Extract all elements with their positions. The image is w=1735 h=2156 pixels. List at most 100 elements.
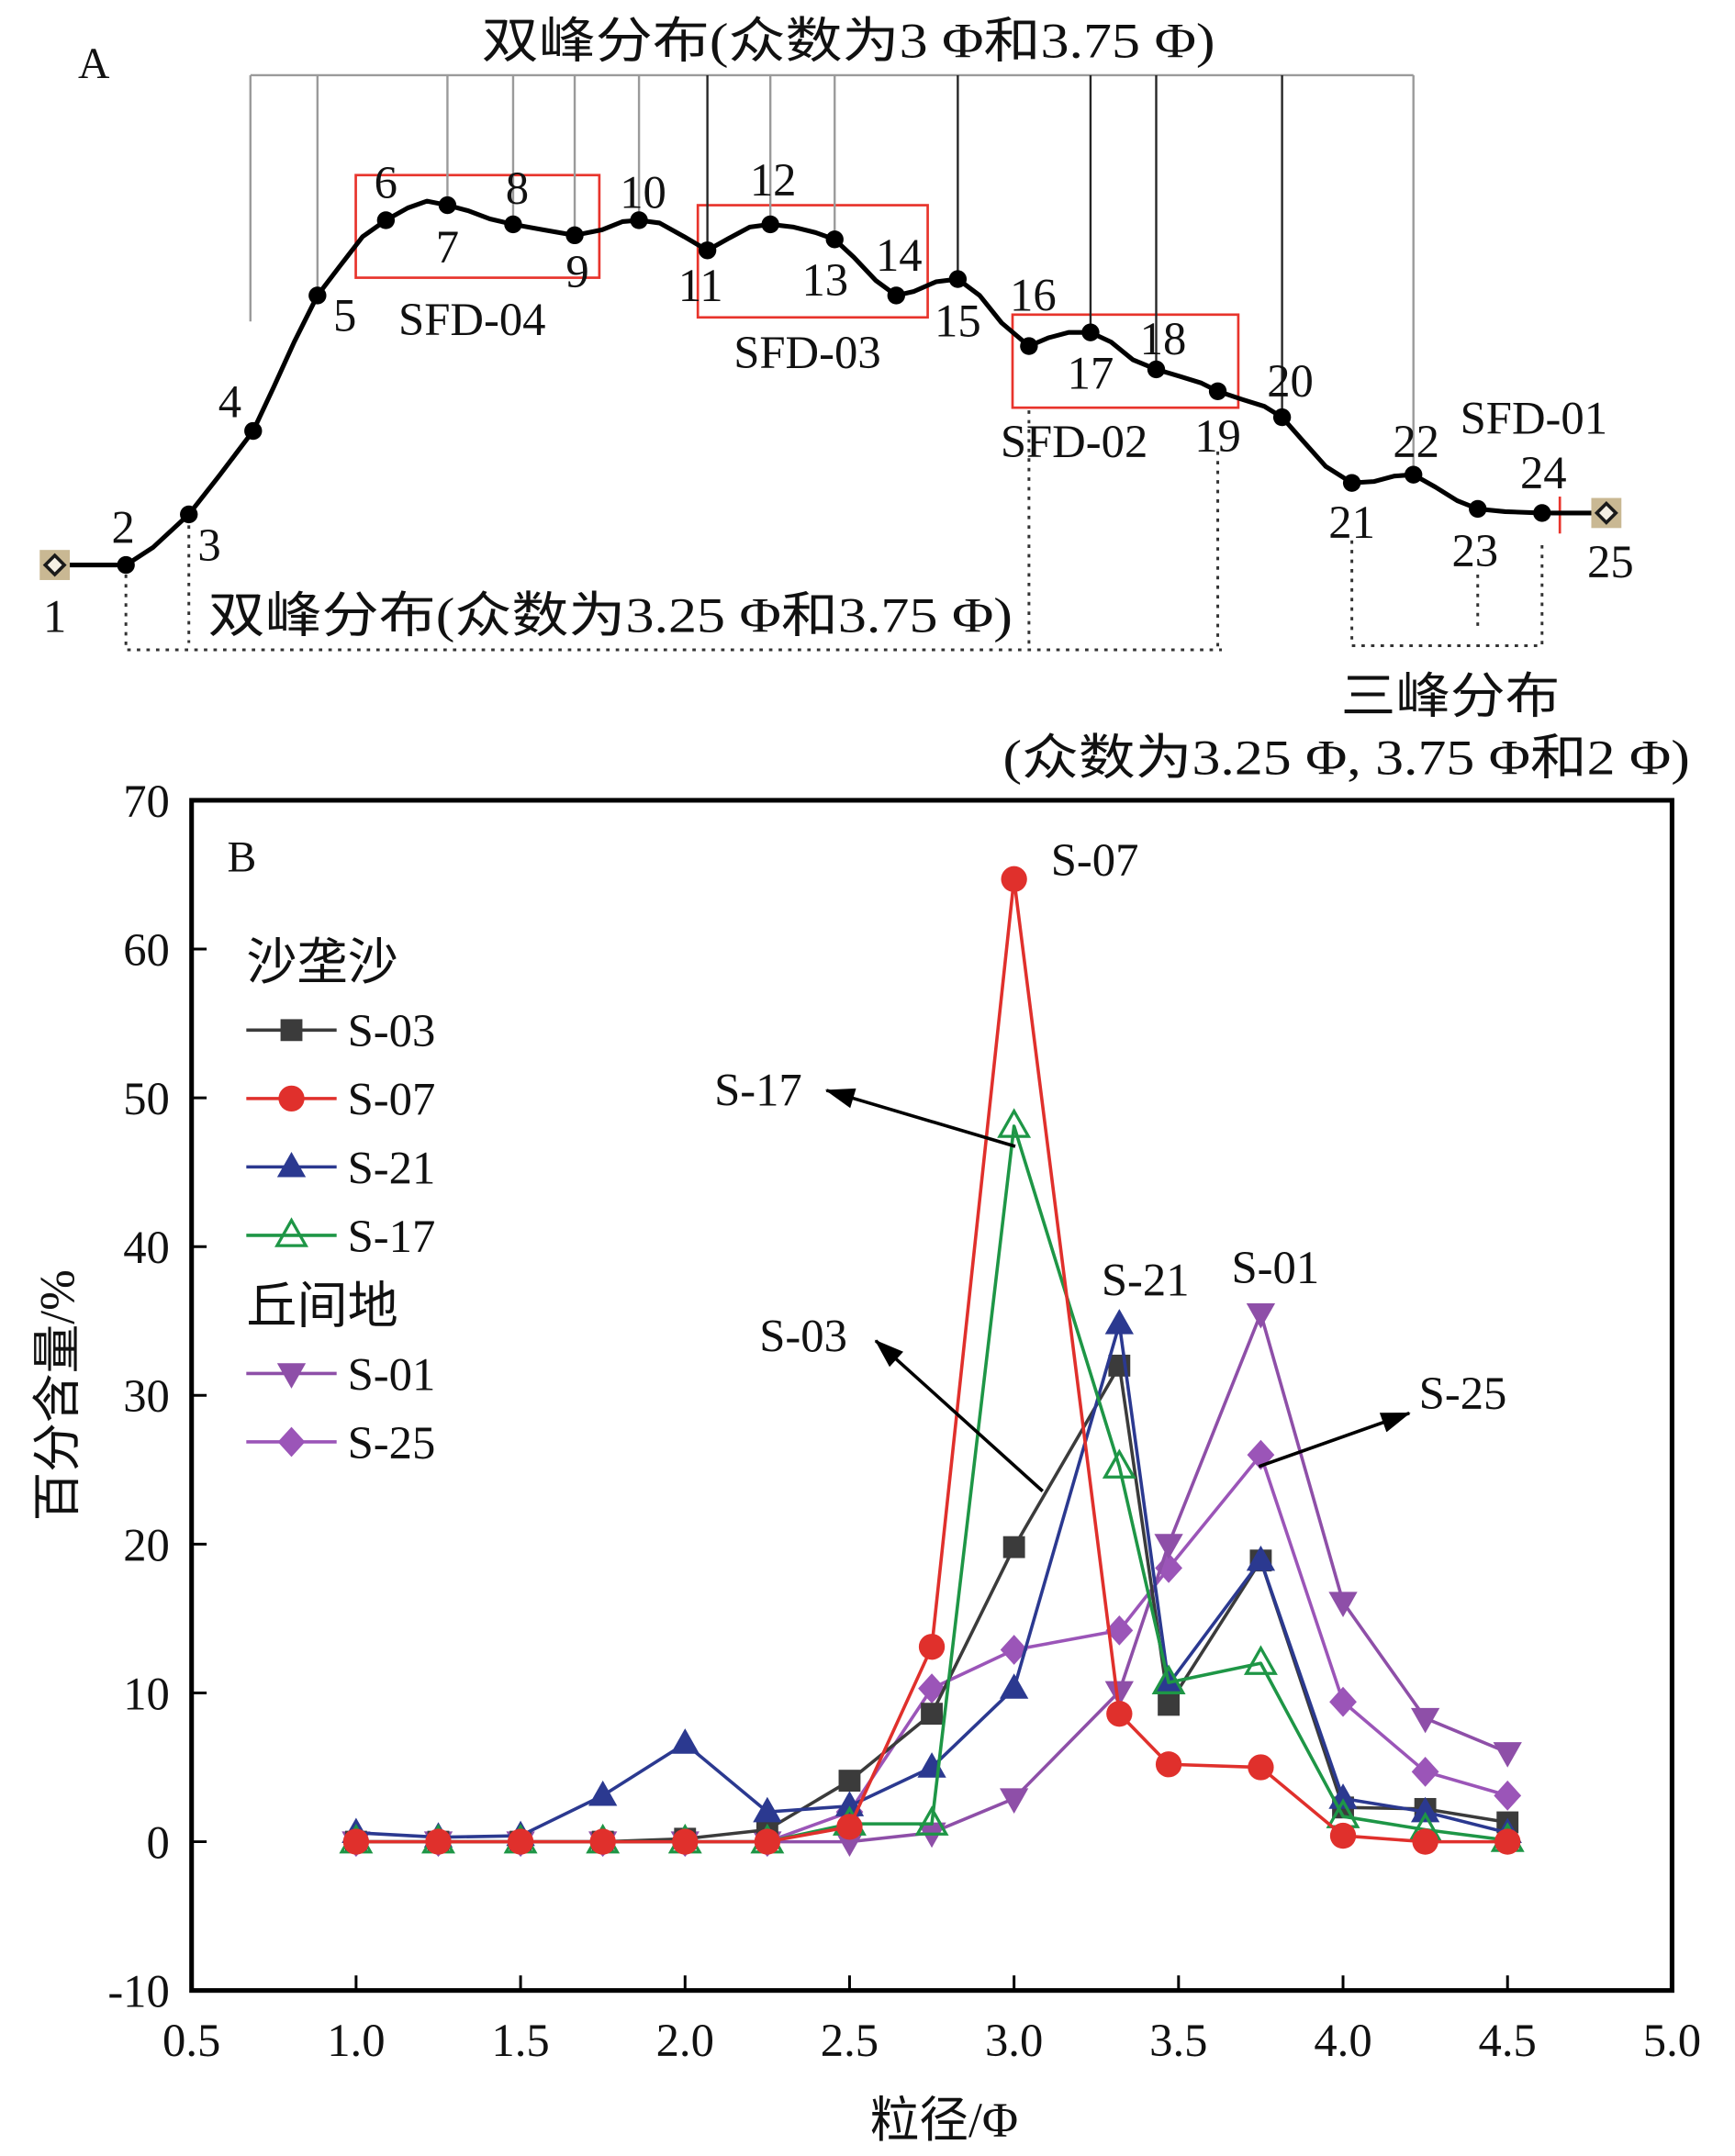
- y-axis-label: 百分含量/%: [30, 1269, 85, 1521]
- profile-point-22: [1405, 465, 1423, 484]
- series-S-21-point-8: [999, 1673, 1029, 1699]
- sfd01-label: SFD-01: [1461, 392, 1607, 443]
- series-S-21-point-13: [1410, 1796, 1440, 1823]
- point-label-15: 15: [935, 296, 981, 347]
- annotation-label: S-07: [1051, 834, 1139, 886]
- endpoint-diamond: [1594, 500, 1618, 525]
- point-label-12: 12: [750, 154, 797, 206]
- series-S-07-point-4: [672, 1828, 699, 1855]
- x-tick-label: 3.0: [985, 2015, 1043, 2066]
- point-label-18: 18: [1140, 313, 1187, 364]
- legend-label: S-01: [348, 1348, 436, 1400]
- sfd02-box: [1011, 313, 1240, 409]
- series-S-01-point-10: [1154, 1534, 1183, 1559]
- profile-point-10: [630, 211, 648, 229]
- right-bracket-subtitle: (众数为3.25 Φ, 3.75 Φ和2 Φ): [1003, 731, 1690, 786]
- point-label-7: 7: [436, 221, 459, 273]
- annotation-arrow: [1258, 1411, 1411, 1469]
- legend-label: S-21: [348, 1142, 436, 1193]
- y-tick-label: 10: [123, 1668, 170, 1719]
- series-S-07-point-9: [1106, 1701, 1133, 1727]
- series-S-03-point-7: [921, 1703, 943, 1726]
- profile-point-16: [1020, 337, 1038, 355]
- profile-point-2: [117, 555, 135, 575]
- profile-curve: [67, 198, 1594, 568]
- series-S-07-point-3: [589, 1828, 616, 1855]
- x-tick-label: 1.0: [327, 2015, 385, 2066]
- profile-point-17: [1081, 323, 1100, 341]
- series-S-25-point-13: [1411, 1756, 1439, 1787]
- legend-marker: [276, 1151, 307, 1178]
- legend-marker: [280, 1019, 303, 1042]
- profile-endpoint-25: [1591, 497, 1622, 529]
- legend-entry-S-07: S-07: [246, 1074, 435, 1125]
- profile-point-13: [825, 230, 844, 249]
- point-label-9: 9: [565, 246, 588, 297]
- series-S-07-point-2: [507, 1828, 534, 1855]
- series-S-03-point-6: [838, 1770, 861, 1793]
- legend-marker: [277, 1426, 306, 1458]
- right-bracket-title: 三峰分布: [1341, 669, 1560, 724]
- annotation-label: S-25: [1419, 1368, 1507, 1419]
- legend-group-title: 沙垄沙: [246, 934, 397, 990]
- legend: 沙垄沙 S-03 S-07 S-21 S-17 丘间地 S-01 S-25: [246, 934, 435, 1469]
- series-S-07-point-5: [754, 1828, 781, 1855]
- legend-entry-S-01: S-01: [246, 1348, 435, 1400]
- y-tick-label: 50: [123, 1073, 170, 1124]
- profile-point-24: [1533, 504, 1551, 522]
- series-S-25-point-12: [1329, 1686, 1357, 1717]
- y-tick-label: 60: [123, 924, 170, 976]
- profile-point-20: [1272, 408, 1292, 427]
- profile-endpoint-1: [39, 550, 71, 580]
- point-label-17: 17: [1068, 347, 1114, 398]
- series-S-17: [339, 1108, 1525, 1854]
- series-S-21-point-5: [753, 1796, 782, 1823]
- legend-marker: [274, 1217, 308, 1247]
- profile-point-9: [565, 226, 584, 245]
- series-S-03-point-10: [1158, 1693, 1181, 1716]
- panel-b: B 粒径/Φ 百分含量/% 0.5 1.0 1.5 2.0 2.5 3.0 3.5 4.0 4.…: [30, 776, 1702, 2148]
- series-S-01-point-12: [1328, 1592, 1358, 1617]
- bottom-bracket: [124, 575, 1223, 652]
- profile-point-12: [761, 215, 779, 234]
- series-S-07-point-11: [1248, 1754, 1274, 1781]
- point-label-2: 2: [112, 502, 135, 553]
- legend-label: S-07: [348, 1074, 436, 1125]
- point-label-23: 23: [1451, 525, 1498, 576]
- series-S-21-point-11: [1246, 1545, 1276, 1571]
- series-S-07-point-7: [918, 1634, 946, 1660]
- series-S-25-point-14: [1494, 1780, 1522, 1811]
- annotation-label: S-17: [714, 1064, 802, 1115]
- point-label-11: 11: [678, 260, 723, 311]
- profile-point-21: [1342, 474, 1361, 492]
- panel-b-label: B: [227, 833, 256, 881]
- x-tick-label: 1.5: [491, 2015, 549, 2066]
- profile-point-19: [1208, 382, 1227, 400]
- x-tick-label: 2.0: [656, 2015, 714, 2066]
- profile-point-6: [376, 211, 396, 229]
- profile-point-23: [1469, 499, 1487, 519]
- series-S-07: [342, 866, 1521, 1855]
- series-S-07-point-12: [1329, 1822, 1357, 1849]
- point-label-3: 3: [197, 519, 220, 571]
- legend-label: S-17: [348, 1211, 436, 1262]
- point-label-21: 21: [1328, 497, 1375, 548]
- series-S-17-point-11: [1243, 1645, 1278, 1675]
- annotation-arrow: [874, 1339, 1044, 1492]
- series-S-17-point-10: [1151, 1664, 1186, 1694]
- annotation-label: S-21: [1102, 1254, 1190, 1305]
- series-S-17-point-7: [914, 1805, 949, 1836]
- profile-point-3: [180, 505, 198, 524]
- sfd04-label: SFD-04: [398, 294, 545, 345]
- annotation-label: S-03: [759, 1311, 847, 1362]
- x-tick-label: 4.0: [1314, 2015, 1371, 2066]
- series-S-17-line: [355, 1124, 1508, 1844]
- annotation-arrow: [824, 1088, 1016, 1148]
- profile-point-5: [308, 286, 327, 305]
- legend-group-title: 丘间地: [246, 1278, 397, 1334]
- sfd02-label: SFD-02: [1001, 416, 1147, 467]
- series-S-21-point-3: [588, 1780, 618, 1806]
- top-bracket-label: 双峰分布(众数为3 Φ和3.75 Φ): [482, 14, 1215, 69]
